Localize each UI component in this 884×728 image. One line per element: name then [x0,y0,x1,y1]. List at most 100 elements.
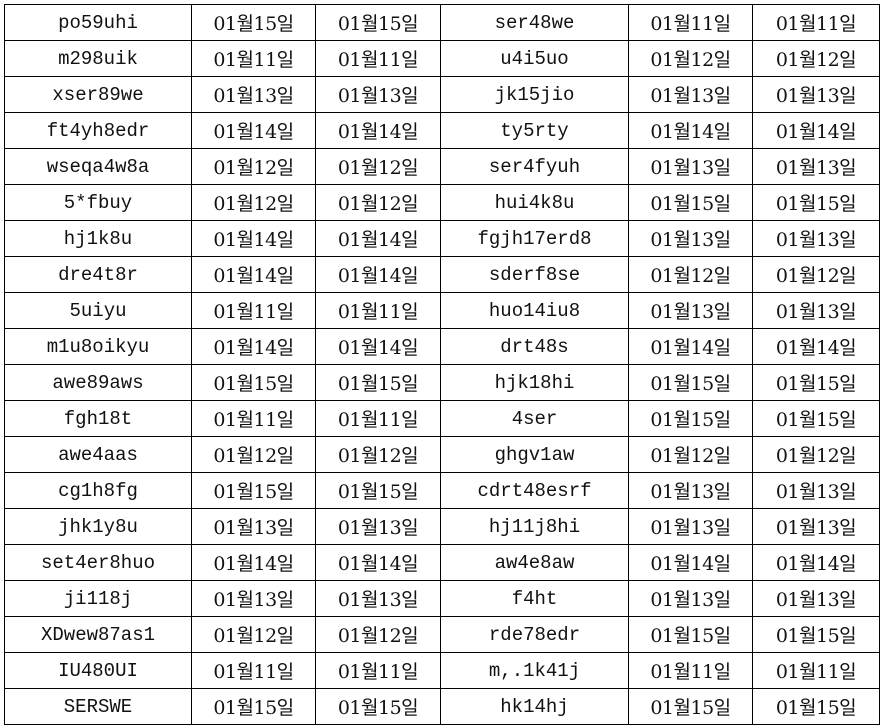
date-cell[interactable]: 01월12일 [628,436,753,473]
code-cell[interactable]: hui4k8u [440,184,629,221]
code-cell[interactable]: xser89we [4,76,192,113]
date-cell[interactable]: 01월11일 [628,652,753,689]
date-cell[interactable]: 01월15일 [752,184,880,221]
date-cell[interactable]: 01월14일 [752,112,880,149]
date-cell[interactable]: 01월15일 [191,364,316,401]
code-cell[interactable]: IU480UI [4,652,192,689]
date-cell[interactable]: 01월14일 [628,112,753,149]
date-cell[interactable]: 01월12일 [628,256,753,293]
date-cell[interactable]: 01월14일 [628,328,753,365]
date-cell[interactable]: 01월12일 [191,184,316,221]
date-cell[interactable]: 01월15일 [315,4,441,41]
date-cell[interactable]: 01월13일 [628,148,753,185]
date-cell[interactable]: 01월13일 [628,76,753,113]
date-cell[interactable]: 01월15일 [315,688,441,725]
date-cell[interactable]: 01월14일 [628,544,753,581]
code-cell[interactable]: awe4aas [4,436,192,473]
date-cell[interactable]: 01월14일 [315,112,441,149]
code-cell[interactable]: awe89aws [4,364,192,401]
date-cell[interactable]: 01월11일 [752,652,880,689]
code-cell[interactable]: rde78edr [440,616,629,653]
code-cell[interactable]: jk15jio [440,76,629,113]
date-cell[interactable]: 01월12일 [752,40,880,77]
date-cell[interactable]: 01월15일 [628,400,753,437]
code-cell[interactable]: fgjh17erd8 [440,220,629,257]
date-cell[interactable]: 01월11일 [315,40,441,77]
code-cell[interactable]: hjk18hi [440,364,629,401]
date-cell[interactable]: 01월13일 [628,292,753,329]
date-cell[interactable]: 01월14일 [315,544,441,581]
date-cell[interactable]: 01월13일 [191,76,316,113]
date-cell[interactable]: 01월11일 [315,292,441,329]
code-cell[interactable]: hj1k8u [4,220,192,257]
date-cell[interactable]: 01월14일 [191,328,316,365]
date-cell[interactable]: 01월13일 [752,292,880,329]
date-cell[interactable]: 01월12일 [315,148,441,185]
date-cell[interactable]: 01월13일 [628,580,753,617]
code-cell[interactable]: 5*fbuy [4,184,192,221]
date-cell[interactable]: 01월12일 [191,616,316,653]
date-cell[interactable]: 01월11일 [191,400,316,437]
date-cell[interactable]: 01월13일 [628,220,753,257]
date-cell[interactable]: 01월15일 [752,364,880,401]
date-cell[interactable]: 01월15일 [628,688,753,725]
date-cell[interactable]: 01월15일 [315,472,441,509]
date-cell[interactable]: 01월12일 [752,256,880,293]
date-cell[interactable]: 01월14일 [191,256,316,293]
date-cell[interactable]: 01월11일 [628,4,753,41]
code-cell[interactable]: hj11j8hi [440,508,629,545]
date-cell[interactable]: 01월14일 [191,220,316,257]
code-cell[interactable]: ty5rty [440,112,629,149]
date-cell[interactable]: 01월15일 [628,364,753,401]
code-cell[interactable]: po59uhi [4,4,192,41]
date-cell[interactable]: 01월15일 [315,364,441,401]
code-cell[interactable]: ser4fyuh [440,148,629,185]
code-cell[interactable]: 5uiyu [4,292,192,329]
date-cell[interactable]: 01월13일 [315,508,441,545]
code-cell[interactable]: cdrt48esrf [440,472,629,509]
date-cell[interactable]: 01월11일 [752,4,880,41]
code-cell[interactable]: dre4t8r [4,256,192,293]
code-cell[interactable]: m1u8oikyu [4,328,192,365]
date-cell[interactable]: 01월13일 [315,580,441,617]
date-cell[interactable]: 01월11일 [315,400,441,437]
date-cell[interactable]: 01월12일 [315,616,441,653]
code-cell[interactable]: huo14iu8 [440,292,629,329]
code-cell[interactable]: ji118j [4,580,192,617]
date-cell[interactable]: 01월15일 [191,688,316,725]
date-cell[interactable]: 01월15일 [752,688,880,725]
date-cell[interactable]: 01월13일 [752,148,880,185]
date-cell[interactable]: 01월15일 [191,472,316,509]
date-cell[interactable]: 01월13일 [752,76,880,113]
code-cell[interactable]: SERSWE [4,688,192,725]
code-cell[interactable]: jhk1y8u [4,508,192,545]
date-cell[interactable]: 01월13일 [628,472,753,509]
date-cell[interactable]: 01월11일 [191,40,316,77]
date-cell[interactable]: 01월12일 [628,40,753,77]
code-cell[interactable]: drt48s [440,328,629,365]
code-cell[interactable]: hk14hj [440,688,629,725]
date-cell[interactable]: 01월11일 [315,652,441,689]
code-cell[interactable]: sderf8se [440,256,629,293]
date-cell[interactable]: 01월15일 [628,616,753,653]
code-cell[interactable]: ft4yh8edr [4,112,192,149]
date-cell[interactable]: 01월13일 [752,508,880,545]
date-cell[interactable]: 01월14일 [191,544,316,581]
code-cell[interactable]: 4ser [440,400,629,437]
date-cell[interactable]: 01월13일 [628,508,753,545]
date-cell[interactable]: 01월15일 [628,184,753,221]
date-cell[interactable]: 01월12일 [752,436,880,473]
date-cell[interactable]: 01월13일 [752,580,880,617]
date-cell[interactable]: 01월11일 [191,652,316,689]
date-cell[interactable]: 01월14일 [315,220,441,257]
date-cell[interactable]: 01월13일 [752,472,880,509]
date-cell[interactable]: 01월13일 [191,580,316,617]
date-cell[interactable]: 01월11일 [191,292,316,329]
date-cell[interactable]: 01월14일 [752,328,880,365]
date-cell[interactable]: 01월13일 [315,76,441,113]
code-cell[interactable]: ghgv1aw [440,436,629,473]
code-cell[interactable]: XDwew87as1 [4,616,192,653]
code-cell[interactable]: m298uik [4,40,192,77]
code-cell[interactable]: fgh18t [4,400,192,437]
date-cell[interactable]: 01월15일 [752,400,880,437]
